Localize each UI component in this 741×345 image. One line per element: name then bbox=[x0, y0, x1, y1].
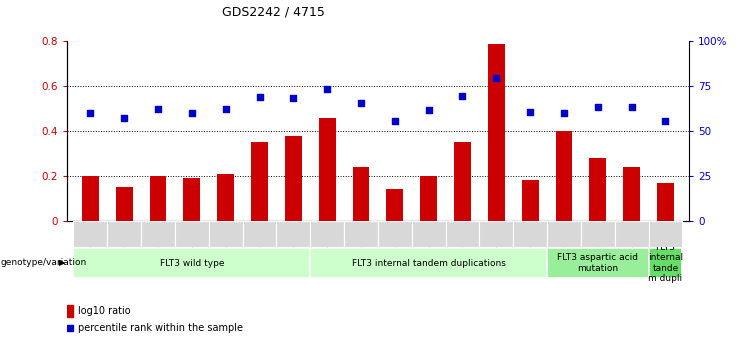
Bar bbox=[522, 180, 539, 221]
Bar bbox=[514, 221, 547, 247]
Bar bbox=[285, 136, 302, 221]
Bar bbox=[310, 248, 547, 278]
Bar bbox=[175, 221, 209, 247]
Bar bbox=[581, 221, 615, 247]
Bar bbox=[242, 221, 276, 247]
Bar bbox=[73, 248, 310, 278]
Bar bbox=[648, 221, 682, 247]
Point bbox=[119, 115, 130, 120]
Bar bbox=[141, 221, 175, 247]
Point bbox=[64, 325, 76, 331]
Bar bbox=[353, 167, 370, 221]
Text: percentile rank within the sample: percentile rank within the sample bbox=[78, 323, 243, 333]
Bar bbox=[445, 221, 479, 247]
Bar bbox=[615, 221, 648, 247]
Text: GDS2242 / 4715: GDS2242 / 4715 bbox=[222, 5, 325, 18]
Point bbox=[389, 118, 401, 124]
Bar bbox=[344, 221, 378, 247]
Bar bbox=[420, 176, 437, 221]
Bar bbox=[319, 118, 336, 221]
Bar bbox=[488, 43, 505, 221]
Bar bbox=[589, 158, 606, 221]
Point bbox=[253, 94, 265, 100]
Text: FLT3 aspartic acid
mutation: FLT3 aspartic acid mutation bbox=[557, 253, 638, 273]
Bar bbox=[184, 178, 200, 221]
Point bbox=[456, 93, 468, 99]
Bar bbox=[150, 176, 167, 221]
Text: log10 ratio: log10 ratio bbox=[78, 306, 130, 315]
Bar bbox=[67, 305, 73, 317]
Bar bbox=[648, 248, 682, 278]
Bar bbox=[251, 142, 268, 221]
Point bbox=[592, 104, 604, 110]
Point bbox=[84, 110, 96, 116]
Bar bbox=[547, 248, 648, 278]
Point bbox=[220, 106, 232, 111]
Point bbox=[422, 108, 434, 113]
Bar bbox=[73, 221, 107, 247]
Bar bbox=[547, 221, 581, 247]
Text: FLT3 wild type: FLT3 wild type bbox=[159, 258, 224, 268]
Point bbox=[288, 95, 299, 101]
Bar bbox=[116, 187, 133, 221]
Point bbox=[659, 118, 671, 124]
Bar bbox=[412, 221, 445, 247]
Point bbox=[491, 76, 502, 81]
Bar bbox=[276, 221, 310, 247]
Bar bbox=[454, 142, 471, 221]
Bar bbox=[556, 131, 573, 221]
Text: FLT3 internal tandem duplications: FLT3 internal tandem duplications bbox=[352, 258, 505, 268]
Bar bbox=[386, 189, 403, 221]
Point bbox=[355, 100, 367, 106]
Bar bbox=[217, 174, 234, 221]
Point bbox=[524, 109, 536, 115]
Bar bbox=[623, 167, 640, 221]
Point bbox=[625, 104, 637, 110]
Point bbox=[152, 106, 164, 111]
Point bbox=[558, 110, 570, 116]
Bar bbox=[82, 176, 99, 221]
Point bbox=[322, 86, 333, 92]
Text: genotype/variation: genotype/variation bbox=[1, 258, 87, 267]
Text: FLT3
internal
tande
m dupli: FLT3 internal tande m dupli bbox=[648, 243, 683, 283]
Bar bbox=[209, 221, 242, 247]
Point bbox=[186, 110, 198, 116]
Bar bbox=[479, 221, 514, 247]
Bar bbox=[107, 221, 141, 247]
Bar bbox=[310, 221, 344, 247]
Bar bbox=[657, 183, 674, 221]
Bar bbox=[378, 221, 412, 247]
